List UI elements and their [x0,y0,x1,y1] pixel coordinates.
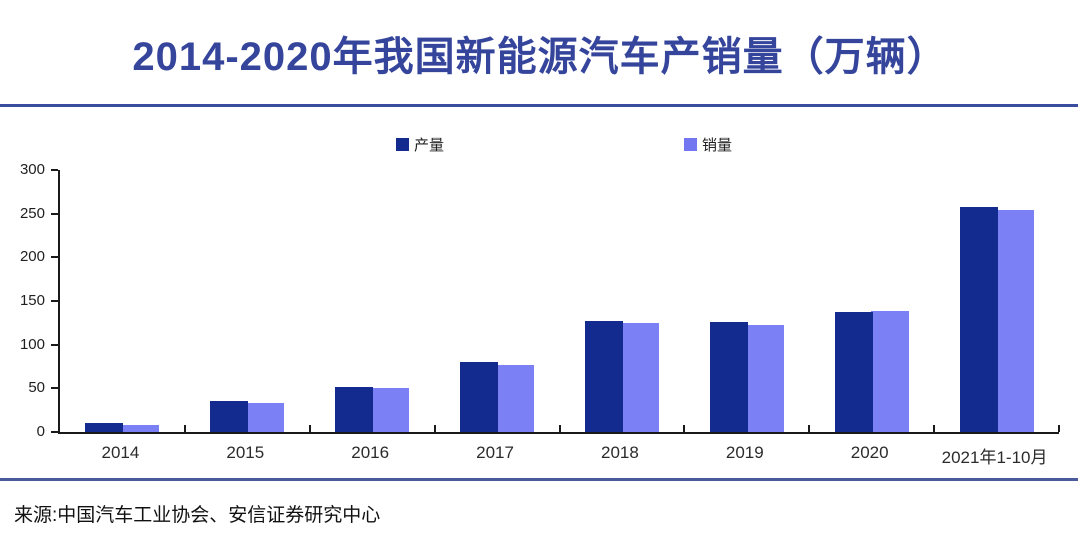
y-axis-tick-label: 0 [36,423,45,440]
y-axis-tick [51,300,58,302]
y-axis-tick [51,431,58,433]
y-axis-tick [51,387,58,390]
y-axis-tick [51,256,58,259]
y-axis-tick [51,343,58,346]
y-axis-tick-label: 200 [19,248,45,266]
production-bar-2019 [709,321,748,432]
sales-color-swatch [684,138,697,151]
x-axis-tick [183,425,186,432]
x-axis-tick [808,425,811,432]
production-bar-2017 [460,362,499,432]
x-axis-tick [433,425,436,432]
production-color-swatch [396,138,409,151]
source-note: 来源:中国汽车工业协会、安信证券研究中心 [14,505,381,526]
x-axis-category-label: 2016 [351,443,390,462]
sales-bar-2021年1-10月 [995,210,1034,432]
legend-sales-label: 销量 [702,137,733,154]
sales-bar-2016 [371,388,410,432]
bar-chart-plot-area: 0 50 100 150 200 250 300 [20,162,1060,440]
sales-bar-2020 [870,311,909,432]
x-axis-category-label: 2019 [725,443,764,462]
x-axis-tick [933,425,936,432]
production-bar-2016 [335,386,374,432]
y-axis-tick-label: 100 [19,335,45,353]
sales-bar-2015 [246,403,285,432]
x-axis-category-label: 2014 [101,443,140,462]
sales-bar-2017 [496,364,535,432]
legend-item-sales: 销量 [684,134,732,155]
x-axis-category-label: 2021年1-10月 [941,448,1048,467]
production-bar-2018 [584,321,623,432]
legend-item-production: 产量 [396,134,444,155]
y-axis-tick-label: 250 [19,204,45,222]
page-title: 2014-2020年我国新能源汽车产销量（万辆） [132,35,948,79]
y-axis-tick [51,169,58,171]
sales-bar-2018 [620,322,659,432]
y-axis-tick-label: 50 [28,379,45,397]
production-bar-2014 [85,423,124,432]
x-axis-category-label: 2017 [476,443,514,462]
title-divider [0,104,1078,107]
x-axis-category-label: 2020 [850,443,889,462]
sales-bar-2014 [121,425,160,432]
x-axis-category-label: 2018 [601,443,639,462]
x-axis-tick [1058,425,1060,432]
y-axis-tick [51,212,58,215]
x-axis-category-label: 2015 [226,443,265,462]
x-axis-tick [308,425,311,432]
production-bar-2021年1-10月 [959,206,998,432]
sales-bar-2019 [745,325,784,432]
y-axis-tick-label: 300 [19,161,45,178]
y-axis-tick-label: 150 [19,292,45,309]
legend-production-label: 产量 [414,137,445,154]
bottom-divider [0,478,1078,481]
x-axis-tick [558,425,561,432]
x-axis-tick [683,425,686,432]
production-bar-2020 [834,312,873,432]
production-bar-2015 [210,401,249,432]
